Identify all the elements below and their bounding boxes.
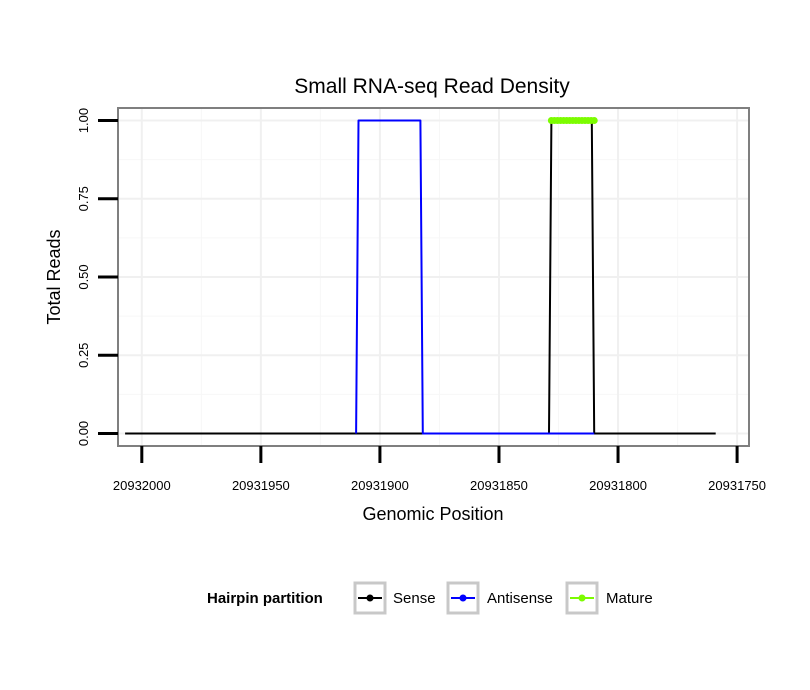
chart-title: Small RNA-seq Read Density xyxy=(294,75,570,98)
legend-item-mature: Mature xyxy=(565,581,653,615)
legend-dot-antisense xyxy=(459,594,467,602)
y-tick-label: 0.00 xyxy=(76,421,91,446)
x-tick-label: 20931900 xyxy=(351,478,409,493)
y-axis: 0.00 0.25 0.50 0.75 1.00 xyxy=(76,108,118,446)
legend-label-antisense: Antisense xyxy=(487,590,553,607)
x-tick-label: 20931800 xyxy=(589,478,647,493)
x-tick-label: 20931950 xyxy=(232,478,290,493)
y-tick-label: 0.50 xyxy=(76,264,91,289)
legend-title: Hairpin partition xyxy=(207,590,323,607)
y-tick-label: 1.00 xyxy=(76,108,91,133)
x-tick-label: 20931850 xyxy=(470,478,528,493)
x-axis: 20932000 20931950 20931900 20931850 20931800… xyxy=(113,446,766,493)
series-line-antisense xyxy=(355,119,595,435)
legend-dot-sense xyxy=(366,594,374,602)
y-tick-label: 0.25 xyxy=(76,343,91,368)
y-tick-label: 0.75 xyxy=(76,186,91,211)
legend-label-mature: Mature xyxy=(606,590,653,607)
x-tick-label: 20931750 xyxy=(708,478,766,493)
grid-lines xyxy=(119,109,748,445)
data-series xyxy=(125,117,716,435)
mature-point xyxy=(590,117,598,125)
legend: Hairpin partition Sense Antisense Mature xyxy=(207,581,653,615)
legend-item-sense: Sense xyxy=(353,581,436,615)
legend-dot-mature xyxy=(578,594,586,602)
legend-label-sense: Sense xyxy=(393,590,436,607)
x-axis-title: Genomic Position xyxy=(362,504,503,524)
y-axis-title: Total Reads xyxy=(44,229,64,324)
legend-item-antisense: Antisense xyxy=(446,581,553,615)
x-tick-label: 20932000 xyxy=(113,478,171,493)
